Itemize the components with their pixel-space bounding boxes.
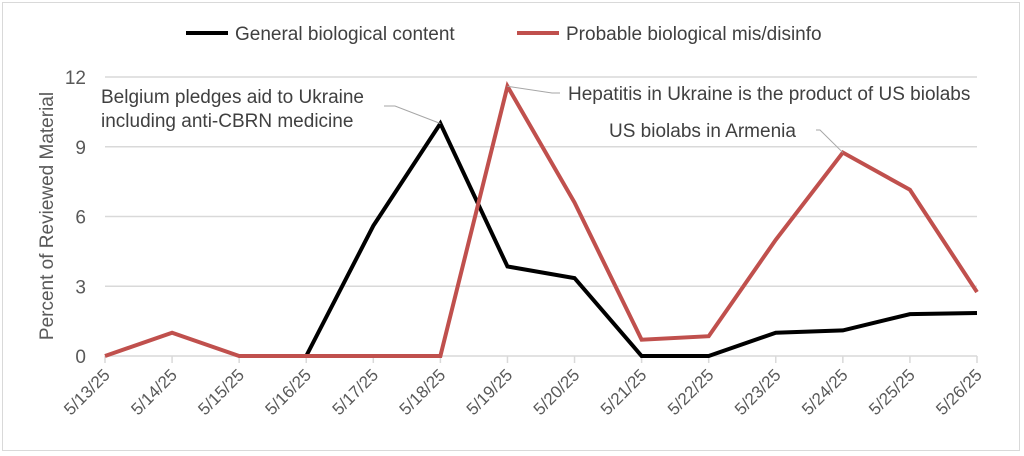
y-tick-label: 12 — [65, 68, 86, 89]
x-tick-label: 5/25/25 — [865, 365, 919, 419]
x-tick-label: 5/23/25 — [731, 365, 785, 419]
legend-label: General biological content — [235, 24, 455, 45]
x-tick-label: 5/26/25 — [932, 365, 986, 419]
legend-label: Probable biological mis/disinfo — [566, 24, 822, 45]
annotation-leader — [816, 129, 844, 153]
x-tick-label: 5/16/25 — [262, 365, 316, 419]
x-tick-label: 5/13/25 — [60, 365, 114, 419]
annotations: Belgium pledges aid to Ukraine including … — [101, 84, 970, 153]
y-tick-label: 3 — [75, 277, 86, 298]
x-tick-label: 5/19/25 — [463, 365, 517, 419]
x-tick-label: 5/15/25 — [194, 365, 248, 419]
y-tick-label: 9 — [75, 138, 86, 159]
x-tick-label: 5/22/25 — [664, 365, 718, 419]
series-line-general — [304, 119, 978, 358]
y-axis-label: Percent of Reviewed Material — [37, 92, 58, 340]
x-tick-label: 5/24/25 — [798, 365, 852, 419]
x-tick-label: 5/18/25 — [396, 365, 450, 419]
annotation-text: US biolabs in Armenia — [609, 121, 796, 142]
annotation-leader — [384, 105, 441, 124]
x-tick-label: 5/20/25 — [530, 365, 584, 419]
y-tick-label: 6 — [75, 208, 86, 229]
y-tick-labels: 0 3 6 9 12 — [65, 68, 86, 368]
legend: General biological content Probable biolo… — [186, 24, 822, 45]
annotation-leader — [507, 85, 560, 94]
gridlines — [104, 76, 978, 363]
y-tick-label: 0 — [75, 347, 86, 368]
x-tick-labels: 5/13/25 5/14/25 5/15/25 5/16/25 5/17/25 5/18/… — [60, 365, 986, 419]
series-line-disinfo — [104, 81, 979, 358]
series-lines — [104, 81, 979, 358]
annotation-text: including anti-CBRN medicine — [101, 111, 353, 132]
x-tick-label: 5/21/25 — [597, 365, 651, 419]
x-tick-label: 5/17/25 — [329, 365, 383, 419]
annotation-text: Hepatitis in Ukraine is the product of U… — [568, 84, 970, 105]
chart-frame — [2, 2, 1020, 451]
annotation-text: Belgium pledges aid to Ukraine — [101, 87, 364, 108]
x-tick-label: 5/14/25 — [127, 365, 181, 419]
